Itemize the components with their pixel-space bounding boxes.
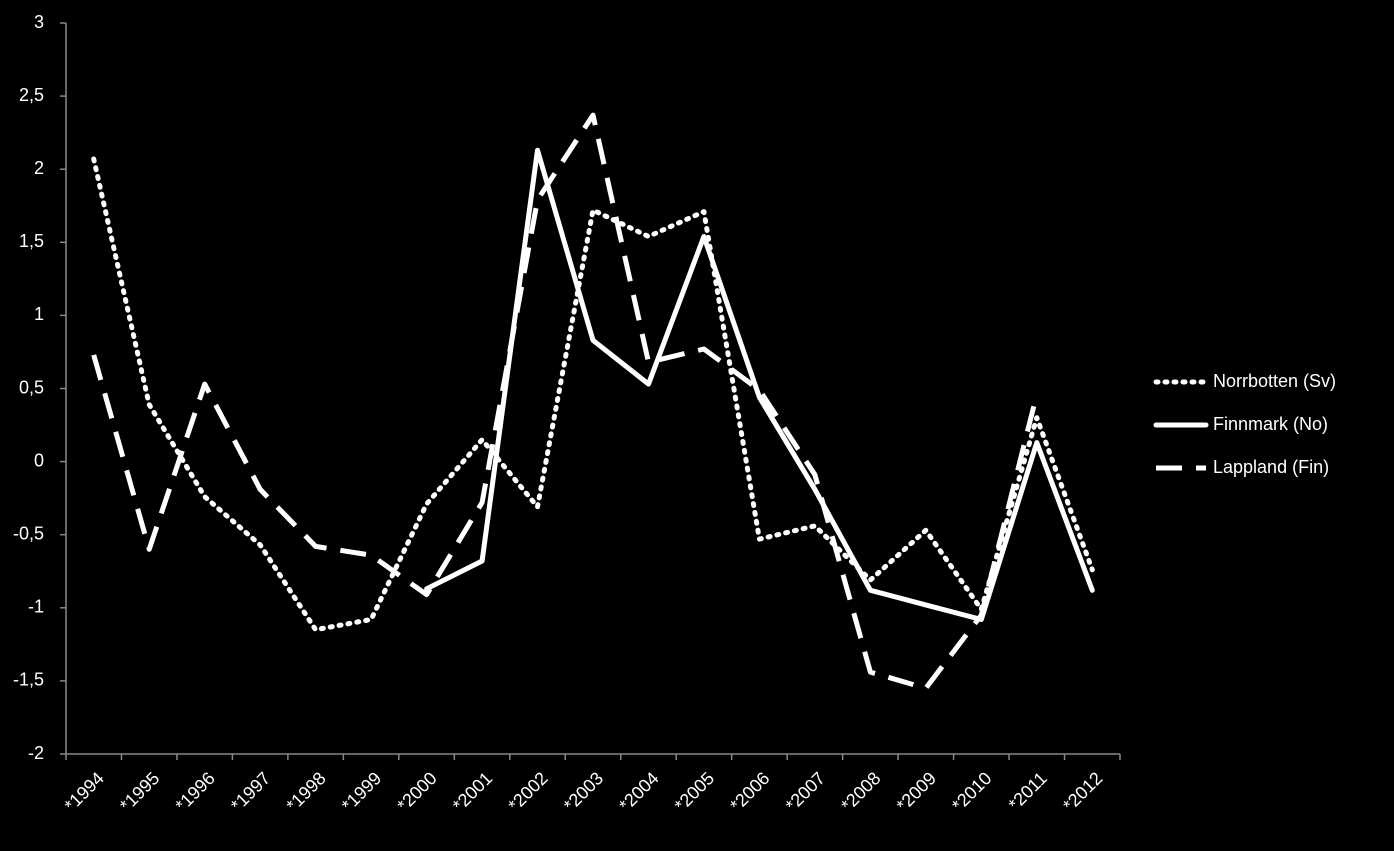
x-tick-label: *2005	[671, 768, 718, 815]
x-tick-label: *1999	[338, 768, 385, 815]
x-tick-label: *1994	[61, 768, 108, 815]
x-tick-label: *2004	[615, 768, 662, 815]
legend-label: Norrbotten (Sv)	[1213, 371, 1336, 391]
y-tick-label: 0,5	[19, 377, 44, 397]
x-tick-label: *2003	[560, 768, 607, 815]
x-tick-label: *1997	[227, 768, 274, 815]
y-tick-label: 2	[34, 158, 44, 178]
x-tick-label: *2007	[782, 768, 829, 815]
y-tick-label: -2	[28, 743, 44, 763]
x-tick-label: *1995	[116, 768, 163, 815]
x-tick-label: *2011	[1005, 768, 1051, 814]
y-tick-label: 1	[34, 304, 44, 324]
x-tick-label: *1998	[282, 768, 329, 815]
y-tick-label: -1	[28, 597, 44, 617]
x-tick-label: *2009	[893, 768, 940, 815]
legend-label: Finnmark (No)	[1213, 414, 1328, 434]
y-tick-label: 1,5	[19, 231, 44, 251]
y-tick-label: 0	[34, 450, 44, 470]
legend-label: Lappland (Fin)	[1213, 457, 1329, 477]
y-tick-label: -0,5	[13, 523, 44, 543]
y-tick-label: -1,5	[13, 670, 44, 690]
x-tick-label: *2001	[449, 768, 496, 815]
series-line	[424, 147, 1095, 622]
x-tick-label: *2010	[948, 768, 995, 815]
x-tick-label: *2006	[726, 768, 773, 815]
x-tick-label: *2000	[393, 768, 440, 815]
x-tick-label: *2002	[504, 768, 551, 815]
x-tick-label: *2012	[1059, 768, 1106, 815]
x-tick-label: *2008	[837, 768, 884, 815]
x-tick-label: *1996	[171, 768, 218, 815]
series-line	[91, 156, 1095, 633]
series-line	[91, 112, 1040, 691]
y-tick-label: 3	[34, 12, 44, 32]
y-tick-label: 2,5	[19, 85, 44, 105]
